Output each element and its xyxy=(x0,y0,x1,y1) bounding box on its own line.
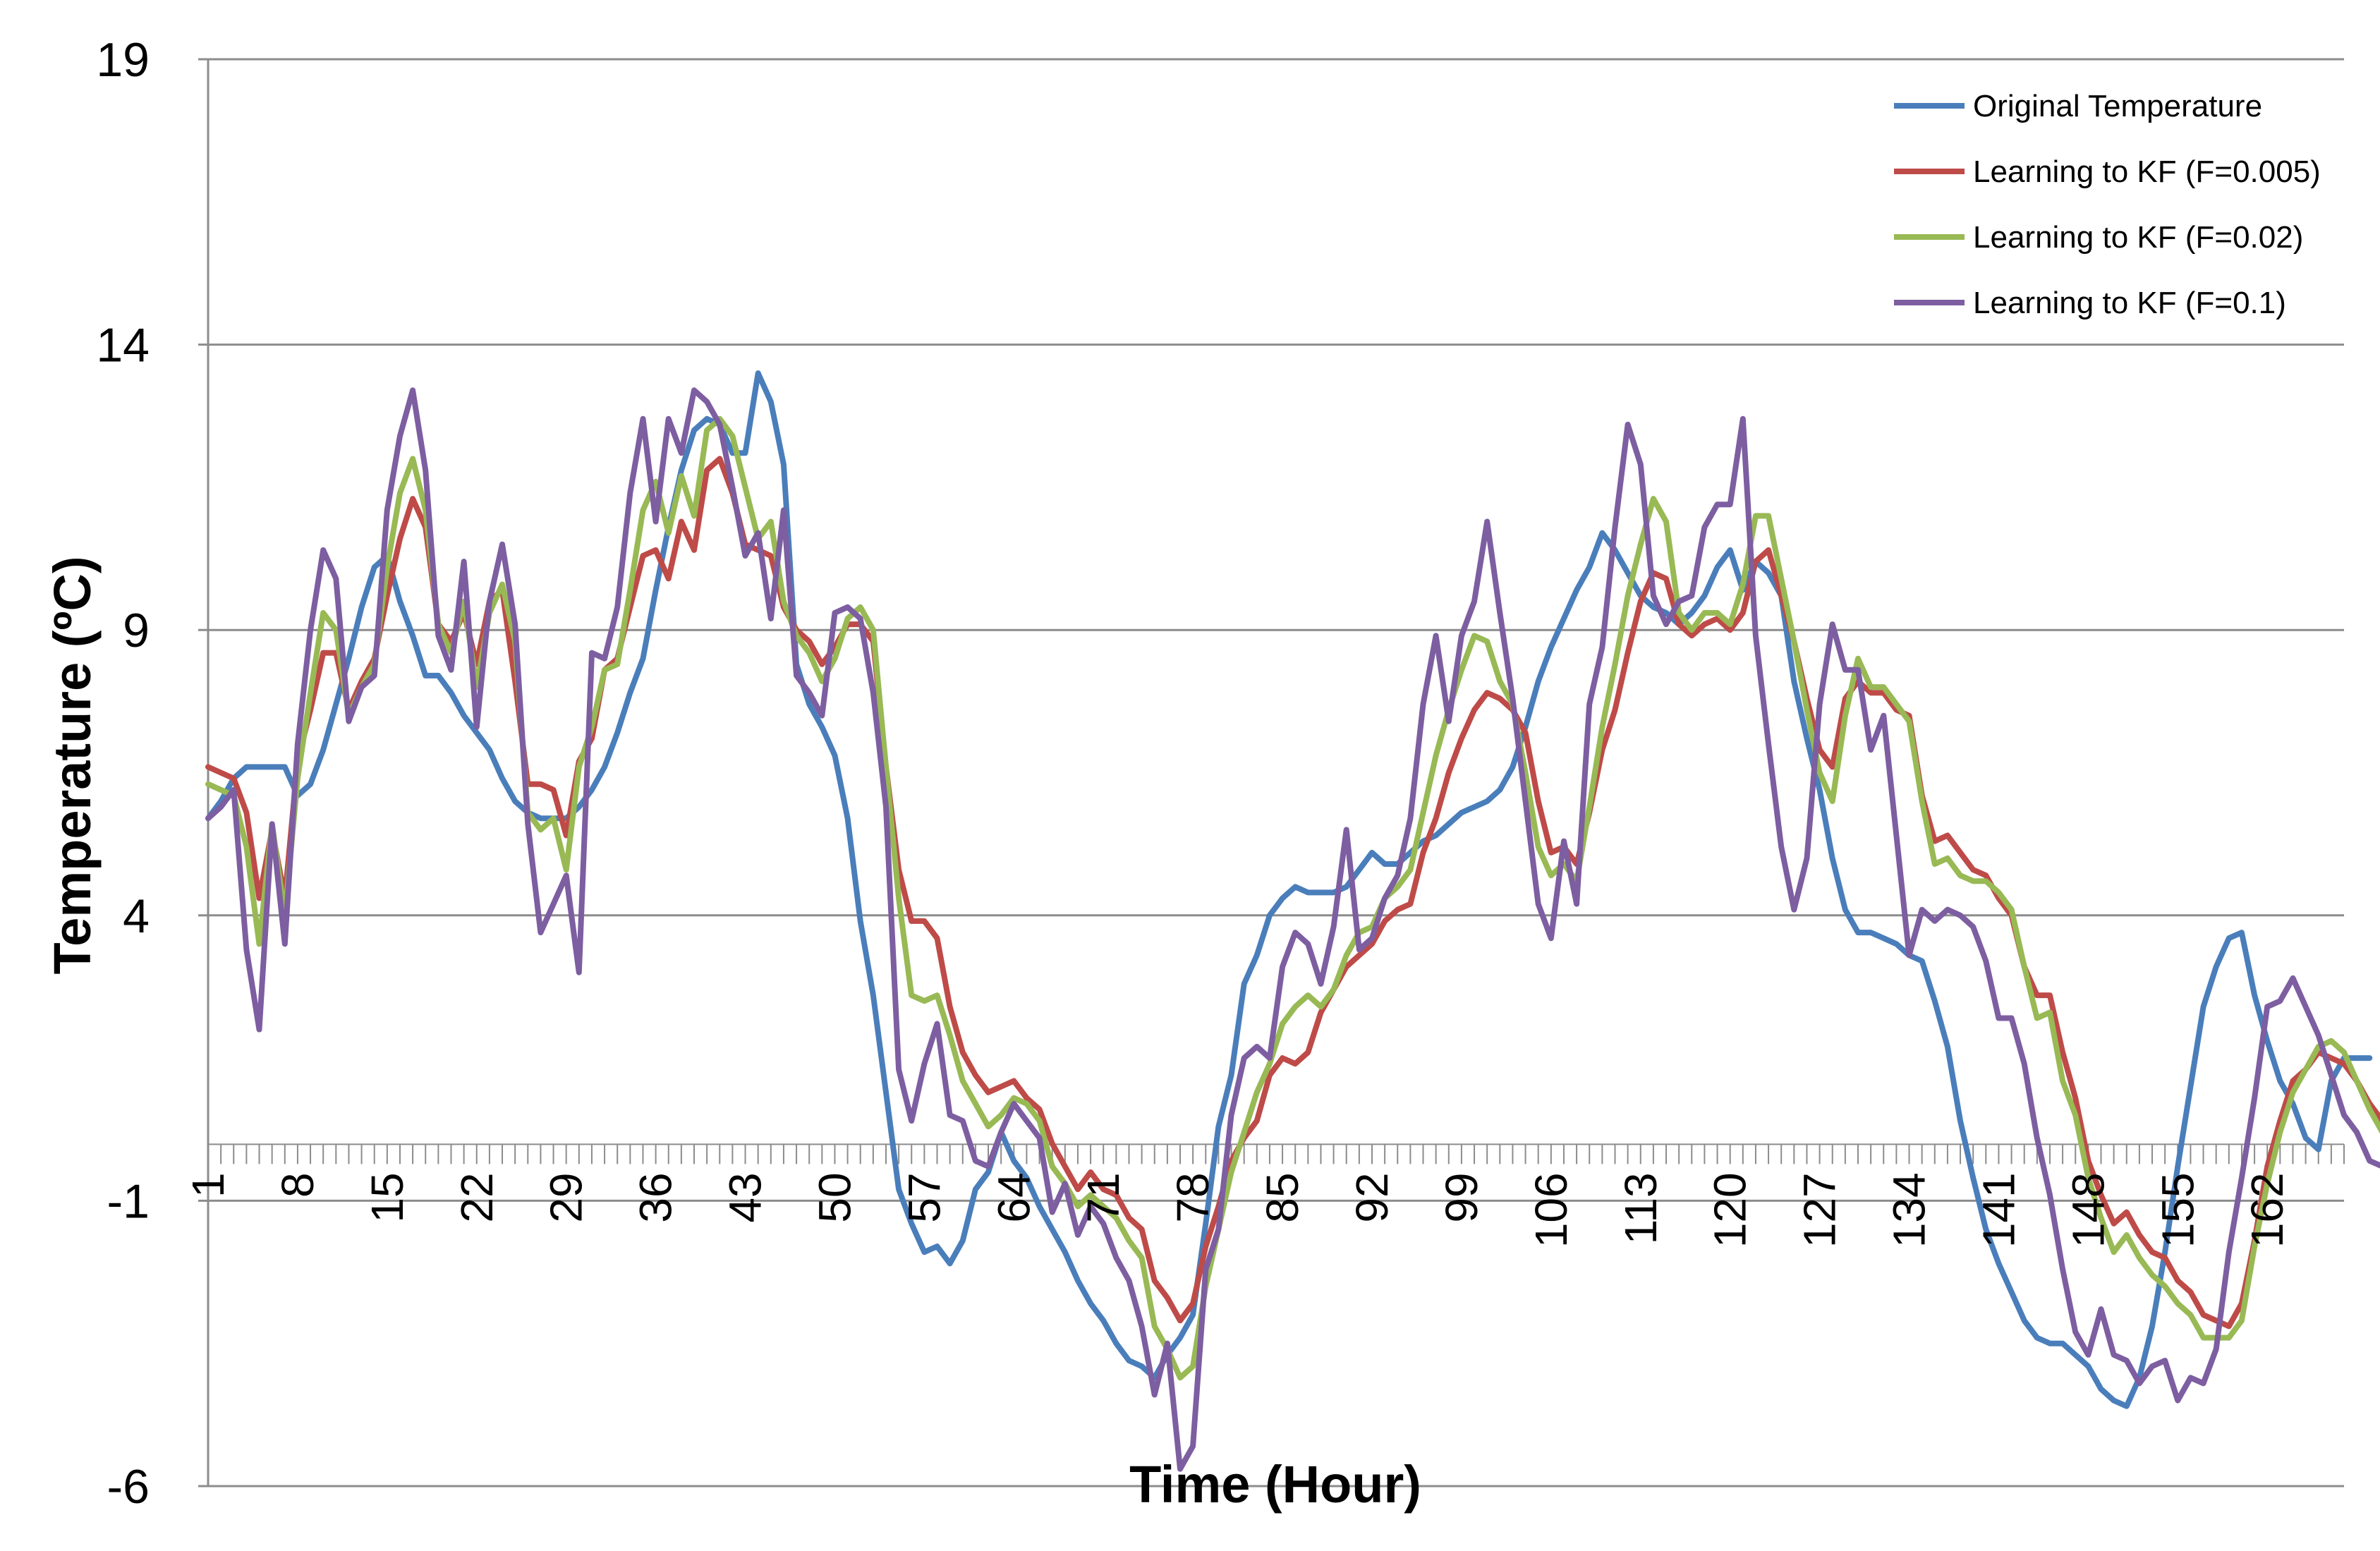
x-tick-label: 15 xyxy=(362,1172,413,1222)
legend: Original Temperature Learning to KF (F=0.… xyxy=(1894,89,2321,320)
y-axis-title: Temperature (ºC) xyxy=(43,556,102,974)
x-tick-label: 64 xyxy=(988,1172,1039,1222)
y-tick-label: 19 xyxy=(96,33,150,87)
x-tick-label: 134 xyxy=(1884,1172,1935,1248)
axes xyxy=(198,58,2345,1488)
legend-label: Learning to KF (F=0.1) xyxy=(1973,286,2286,320)
x-tick-label: 99 xyxy=(1436,1172,1487,1222)
x-tick-label: 127 xyxy=(1795,1172,1845,1248)
x-tick-label: 162 xyxy=(2242,1172,2293,1248)
x-tick-label: 57 xyxy=(899,1172,949,1222)
x-tick-labels: 1 8 15 22 29 36 43 50 57 64 71 78 85 92 99 106 113 120 127… xyxy=(183,1172,2293,1248)
series-line-3 xyxy=(205,415,2380,1381)
x-tick-label: 71 xyxy=(1078,1172,1129,1222)
x-tick-label: 29 xyxy=(541,1172,592,1222)
y-tick-label: -1 xyxy=(107,1174,150,1228)
x-tick-label: 43 xyxy=(720,1172,771,1222)
legend-label: Learning to KF (F=0.005) xyxy=(1973,154,2321,189)
y-tick-label: -6 xyxy=(107,1460,150,1514)
x-tick-label: 155 xyxy=(2152,1172,2203,1248)
series-line-1 xyxy=(205,370,2373,1409)
y-tick-label: 4 xyxy=(123,889,150,943)
y-tick-label: 14 xyxy=(96,319,150,372)
y-tick-label: 9 xyxy=(123,604,150,657)
x-tick-label: 85 xyxy=(1257,1172,1308,1222)
x-tick-label: 106 xyxy=(1526,1172,1577,1248)
x-tick-label: 36 xyxy=(631,1172,681,1222)
x-tick-label: 22 xyxy=(451,1172,502,1222)
x-tick-label: 8 xyxy=(272,1172,323,1198)
x-tick-label: 113 xyxy=(1615,1172,1666,1244)
x-tick-label: 120 xyxy=(1705,1172,1756,1248)
x-tick-label: 1 xyxy=(183,1172,233,1198)
gridlines xyxy=(208,58,2344,1488)
x-tick-label: 50 xyxy=(809,1172,860,1222)
series-line-4 xyxy=(205,387,2380,1472)
x-tick-label: 92 xyxy=(1347,1172,1397,1222)
x-tick-label: 148 xyxy=(2063,1172,2113,1248)
x-tick-label: 141 xyxy=(1973,1172,2024,1248)
legend-label: Original Temperature xyxy=(1973,89,2262,123)
x-axis-title: Time (Hour) xyxy=(1129,1455,1421,1514)
series-lines xyxy=(205,370,2380,1472)
y-tick-labels: 19 14 9 4 -1 -6 xyxy=(96,33,150,1514)
legend-label: Learning to KF (F=0.02) xyxy=(1973,220,2303,255)
x-tick-label: 78 xyxy=(1167,1172,1218,1222)
